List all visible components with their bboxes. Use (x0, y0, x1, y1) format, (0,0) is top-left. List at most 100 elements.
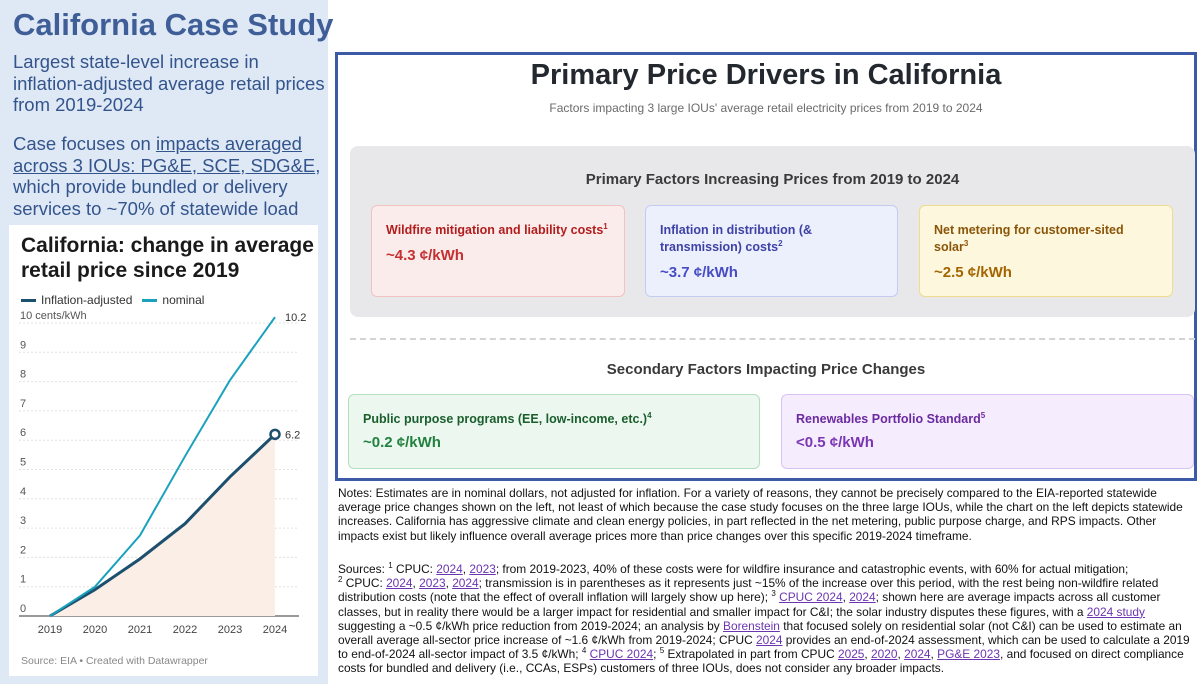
inflation-adjusted-area (50, 434, 275, 616)
x-tick-label: 2020 (83, 624, 107, 636)
primary-factors-box: Primary Factors Increasing Prices from 2… (350, 146, 1195, 317)
factor-card-rps: Renewables Portfolio Standard5 <0.5 ¢/kW… (781, 394, 1194, 469)
panel-title: Primary Price Drivers in California (530, 59, 1002, 91)
source-link[interactable]: 2024 (436, 562, 463, 576)
sources-text-part: , (897, 647, 905, 662)
nominal-line (49, 316, 276, 617)
factor-card-wildfire: Wildfire mitigation and liability costs1… (371, 205, 625, 297)
case-focus-link[interactable]: impacts averaged across 3 IOUs: PG&E, SC… (13, 133, 316, 176)
legend-label-nominal: nominal (162, 293, 205, 307)
factor-value: ~0.2 ¢/kWh (363, 434, 441, 451)
footnote-marker: 4 (581, 646, 587, 656)
chart-legend: Inflation-adjusted nominal (21, 293, 204, 307)
footnote-marker: 2 (778, 238, 783, 248)
source-link[interactable]: 2024 (386, 576, 413, 591)
sources-text-part: , and focused on direct compliance costs… (338, 647, 1184, 676)
factor-value: <0.5 ¢/kWh (796, 434, 874, 451)
sources-text: Sources: 1 CPUC: 2024, 2023; from 2019-2… (338, 562, 1196, 676)
x-tick-label: 2021 (128, 624, 152, 636)
legend-item-nominal: nominal (142, 293, 204, 307)
source-link[interactable]: 2024 study (1086, 604, 1145, 619)
source-link[interactable]: 2023 (419, 576, 446, 591)
inflation-end-marker (269, 428, 281, 441)
footnote-marker: 5 (980, 410, 986, 420)
footnote-marker: 2 (338, 575, 343, 585)
x-tick-label: 2024 (263, 624, 287, 636)
y-tick-label: 1 (20, 574, 26, 586)
factor-card-inflation: Inflation in distribution (& transmissio… (645, 205, 898, 297)
factor-value: ~4.3 ¢/kWh (386, 247, 464, 264)
section-divider (350, 338, 1195, 340)
notes-text: Notes: Estimates are in nominal dollars,… (338, 486, 1183, 543)
footnote-marker: 3 (963, 238, 969, 248)
source-link[interactable]: CPUC 2024 (779, 590, 843, 605)
price-line-chart: 0 1 2 3 4 5 6 7 8 9 10 cents/kWh 2019 2020 2021 2022 20… (19, 310, 306, 636)
source-link[interactable]: Borenstein (723, 618, 780, 633)
y-tick-label: 7 (20, 398, 26, 410)
y-tick-label: 0 (20, 603, 26, 615)
factor-label: Wildfire mitigation and liability costs1 (386, 222, 610, 239)
y-tick-label: 9 (20, 339, 26, 351)
factor-label: Renewables Portfolio Standard5 (796, 411, 1179, 428)
sources-text-part: Extrapolated in part from CPUC (664, 647, 838, 662)
source-link[interactable]: 2024 (756, 633, 783, 648)
nominal-end-label: 10.2 (285, 312, 306, 324)
x-tick-label: 2022 (173, 624, 197, 636)
x-tick-label: 2019 (38, 624, 62, 636)
case-description: Case focuses on impacts averaged across … (13, 133, 325, 219)
source-link[interactable]: PG&E 2023 (937, 647, 1000, 662)
sources-text-part: , (412, 576, 420, 591)
y-tick-label: 10 cents/kWh (20, 310, 87, 322)
factor-value: ~2.5 ¢/kWh (934, 264, 1012, 281)
y-tick-label: 2 (20, 544, 26, 556)
factor-card-net-metering: Net metering for customer-sited solar3 ~… (919, 205, 1173, 297)
left-panel: California Case Study Largest state-leve… (0, 0, 333, 684)
sources-text-part: , (842, 590, 850, 605)
sources-text-part: provides an end-of-2024 assessment, whic… (338, 633, 1190, 662)
factor-label-text: Wildfire mitigation and liability costs (386, 223, 604, 237)
factor-label-text: Inflation in distribution (& transmissio… (660, 223, 813, 254)
panel-subtitle: Factors impacting 3 large IOUs' average … (549, 101, 983, 115)
footnote-marker: 1 (388, 561, 393, 571)
y-tick-label: 8 (20, 369, 26, 381)
footnote-marker: 1 (603, 221, 608, 231)
sources-text-part: ; (653, 647, 660, 662)
factor-card-public-purpose: Public purpose programs (EE, low-income,… (348, 394, 760, 469)
footnote-marker: 3 (771, 589, 776, 599)
sources-text-part: , (930, 647, 938, 662)
source-link[interactable]: 2023 (469, 562, 496, 576)
x-tick-label: 2023 (218, 624, 242, 636)
factor-label: Public purpose programs (EE, low-income,… (363, 411, 745, 428)
case-suffix: , which provide bundled or delivery serv… (13, 154, 321, 219)
footnote-marker: 4 (647, 410, 652, 420)
footnote-marker: 5 (659, 646, 665, 656)
chart-source: Source: EIA • Created with Datawrapper (21, 655, 208, 667)
sources-text-part: , (445, 576, 453, 591)
y-tick-label: 6 (20, 427, 26, 439)
sources-text-part: CPUC: (392, 562, 437, 576)
sources-text-part: that focused solely on residential solar… (338, 618, 1182, 648)
source-link[interactable]: CPUC 2024 (589, 647, 654, 662)
y-tick-label: 3 (20, 515, 26, 527)
y-tick-label: 5 (20, 457, 26, 469)
source-link[interactable]: 2020 (871, 647, 898, 662)
legend-swatch-nominal (142, 298, 158, 302)
sources-text-part: , (864, 647, 872, 662)
source-link[interactable]: 2024 (849, 590, 876, 605)
price-drivers-panel: Primary Price Drivers in California Fact… (335, 52, 1197, 481)
factor-label-text: Net metering for customer-sited solar (934, 223, 1124, 254)
intro-text: Largest state-level increase in inflatio… (13, 51, 325, 115)
source-link[interactable]: 2024 (904, 647, 931, 662)
sources-text-part: Sources: (338, 562, 389, 576)
factor-label: Net metering for customer-sited solar3 (934, 222, 1158, 256)
sources-text-part: , (462, 562, 470, 576)
sources-text-part: suggesting a ~0.5 ¢/kWh price reduction … (338, 618, 724, 633)
sources-text-part: CPUC: (342, 576, 387, 591)
sources-text-part: ; from 2019-2023, 40% of these costs wer… (495, 562, 1129, 576)
primary-factors-heading: Primary Factors Increasing Prices from 2… (585, 171, 960, 188)
secondary-factors-heading: Secondary Factors Impacting Price Change… (606, 361, 926, 378)
factor-label: Inflation in distribution (& transmissio… (660, 222, 883, 256)
source-link[interactable]: 2025 (837, 647, 865, 662)
source-link[interactable]: 2024 (452, 576, 479, 591)
factor-label-text: Public purpose programs (EE, low-income,… (363, 412, 648, 426)
